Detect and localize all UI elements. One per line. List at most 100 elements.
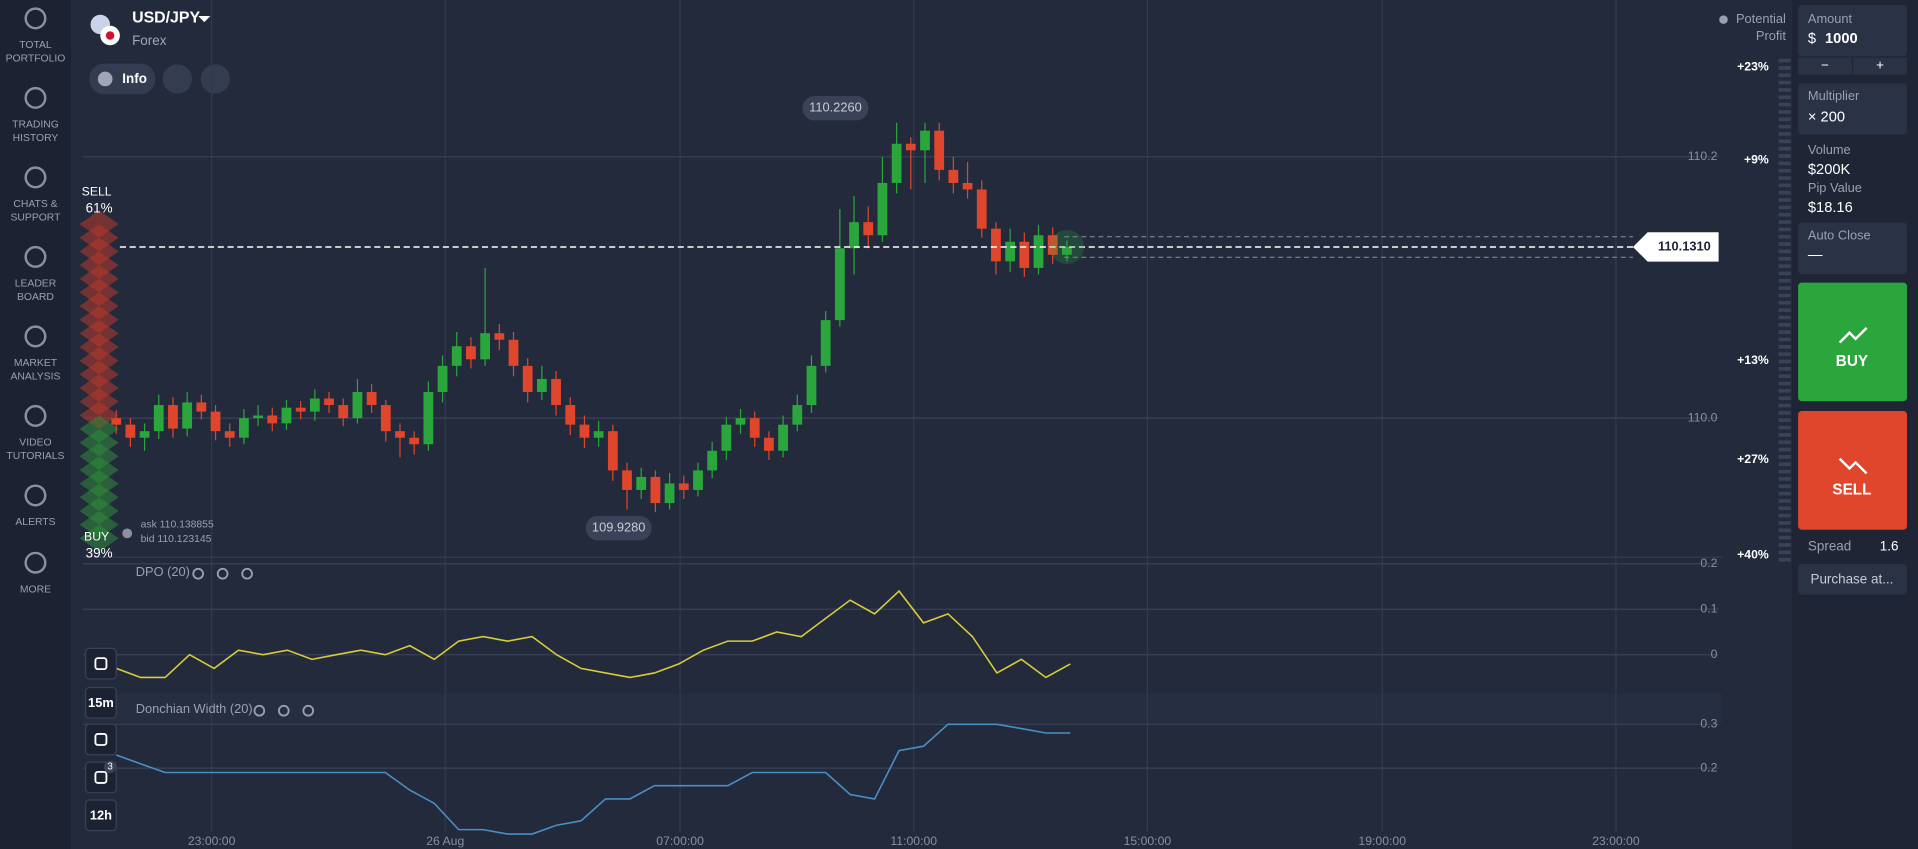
spread-value: 1.6	[1880, 538, 1899, 553]
sidebar-icon[interactable]	[24, 404, 47, 427]
sidebar-icon[interactable]	[24, 166, 47, 189]
x-tick-label: 11:00:00	[890, 834, 937, 848]
sidebar-icon[interactable]	[24, 7, 47, 30]
candle-body	[721, 424, 732, 451]
spread-help[interactable]	[122, 528, 133, 539]
profit-tick	[1778, 293, 1791, 298]
profit-tick	[1778, 477, 1791, 481]
tool-button[interactable]	[85, 723, 117, 756]
current-price-tag	[1632, 232, 1719, 262]
buy-button[interactable]	[1798, 282, 1907, 402]
sell-label: SELL	[1832, 482, 1871, 499]
profit-tick	[1778, 161, 1791, 166]
input-box[interactable]	[1798, 222, 1907, 275]
sidebar-icon[interactable]	[24, 551, 47, 574]
profit-tick	[1778, 315, 1791, 320]
favorite-button[interactable]	[200, 64, 230, 94]
profit-tick	[1778, 132, 1791, 136]
min-label: 109.9280	[592, 519, 646, 534]
indicator-settings[interactable]	[192, 567, 204, 580]
sidebar-label: MORE	[20, 584, 51, 595]
sidebar-label: CHATS &	[13, 199, 57, 210]
candle-body	[849, 222, 859, 249]
candle-body	[792, 405, 803, 425]
candle-body	[1047, 235, 1058, 255]
profit-tick	[1778, 425, 1791, 430]
profit-tick	[1778, 462, 1791, 467]
candle-body	[182, 402, 193, 429]
sidebar-icon[interactable]	[24, 484, 47, 507]
current-price-label: 110.1310	[1658, 238, 1711, 253]
candle-body	[607, 431, 618, 471]
profit-tick	[1778, 440, 1791, 445]
profit-tick	[1778, 102, 1791, 107]
candle-body	[920, 130, 930, 151]
candle-body	[1033, 235, 1044, 268]
candle-body	[905, 143, 916, 151]
input-box[interactable]	[1798, 4, 1907, 57]
purchase-button[interactable]	[1798, 563, 1907, 595]
volume-value: $200K	[1808, 162, 1851, 178]
candle-body	[168, 405, 178, 429]
x-tick-label: 07:00:00	[656, 834, 704, 848]
indicator-remove[interactable]	[241, 567, 253, 580]
candle-body	[693, 470, 703, 490]
candle-body	[480, 333, 491, 360]
input-box[interactable]	[1798, 83, 1907, 135]
potential-help[interactable]	[1719, 15, 1728, 24]
candle-body	[764, 437, 774, 451]
candle-body	[324, 398, 334, 406]
profit-tick	[1778, 469, 1791, 474]
profit-tick	[1778, 344, 1791, 349]
sidebar-label: TRADING	[12, 120, 59, 131]
sell-button[interactable]	[1798, 411, 1907, 530]
multiplier-label: Multiplier	[1808, 88, 1860, 103]
profit-tick	[1778, 146, 1791, 151]
candle-body	[877, 182, 888, 236]
minus-button[interactable]	[1798, 57, 1852, 75]
indicator-visibility[interactable]	[216, 567, 229, 580]
profit-tick	[1778, 117, 1791, 122]
indicator-visibility[interactable]	[277, 704, 290, 717]
candle-body	[295, 407, 306, 412]
pair-dropdown[interactable]	[198, 15, 211, 23]
profit-tick	[1778, 212, 1791, 217]
sidebar-icon[interactable]	[24, 325, 47, 348]
profit-tick	[1778, 256, 1791, 261]
candle-body	[224, 431, 235, 438]
indicator-settings[interactable]	[253, 704, 266, 717]
indicator-remove[interactable]	[302, 704, 315, 717]
sidebar-icon[interactable]	[24, 245, 47, 268]
candle-body	[579, 424, 590, 438]
info-button[interactable]	[89, 63, 156, 95]
profit-tick	[1778, 411, 1791, 415]
tool-button[interactable]	[85, 647, 117, 680]
candle-body	[1061, 246, 1072, 255]
profit-tick	[1778, 278, 1791, 283]
y-tick-label: 0.3	[1700, 716, 1717, 730]
multiplier-value: × 200	[1808, 109, 1845, 125]
pip-value: $18.16	[1808, 200, 1853, 216]
alert-button[interactable]	[162, 64, 193, 94]
tool-button[interactable]	[85, 686, 117, 719]
profit-tick	[1778, 227, 1791, 232]
tool-button[interactable]	[85, 799, 117, 832]
x-tick-label: 19:00:00	[1358, 834, 1406, 848]
candle-body	[707, 450, 718, 471]
tool-icon	[94, 657, 108, 671]
candle-body	[239, 418, 249, 438]
info-icon	[97, 71, 113, 87]
candle-body	[111, 418, 122, 425]
profit-tick	[1778, 455, 1791, 459]
candle-body	[863, 222, 874, 236]
x-tick-label: 23:00:00	[1592, 834, 1640, 848]
plus-button[interactable]	[1853, 57, 1907, 75]
sidebar-icon[interactable]	[24, 86, 47, 109]
max-bubble	[802, 95, 869, 121]
candle-body	[735, 418, 746, 425]
y-tick-label: 0.1	[1700, 601, 1717, 615]
profit-tick	[1778, 95, 1791, 100]
profit-tick	[1778, 168, 1791, 173]
candle-body	[281, 407, 292, 424]
candle-body	[891, 143, 902, 183]
